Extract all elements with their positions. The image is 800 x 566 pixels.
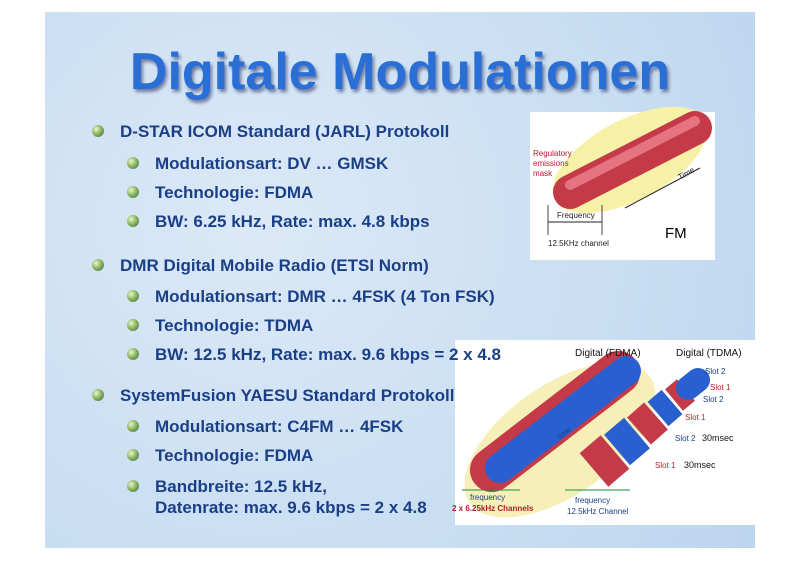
duration-label: 30msec — [702, 433, 734, 443]
tdma-label: Digital (TDMA) — [676, 348, 742, 359]
tdma-slot — [604, 417, 650, 466]
bullet-icon — [127, 420, 139, 432]
bullet-icon — [127, 480, 139, 492]
freq-label: frequency — [575, 496, 610, 505]
bullet-icon — [127, 186, 139, 198]
channel-label: 12.5kHz Channel — [567, 507, 629, 516]
channel-label: 2 x 6.25kHz Channels — [452, 504, 534, 513]
section-item: Technologie: FDMA — [155, 183, 314, 202]
tdma-slot — [579, 435, 630, 487]
fm-tube — [553, 111, 712, 209]
time-arrow — [624, 167, 701, 209]
bullet-icon — [92, 125, 104, 137]
slot-label: Slot 2 — [705, 367, 726, 376]
bullet-icon — [92, 389, 104, 401]
fm-caption: FM — [665, 225, 687, 242]
tdma-slot — [647, 389, 683, 427]
section-item: BW: 6.25 kHz, Rate: max. 4.8 kbps — [155, 212, 430, 231]
tdma-slot — [627, 402, 668, 445]
fdma-label: Digital (FDMA) — [575, 348, 641, 359]
section-item: Modulationsart: DMR … 4FSK (4 Ton FSK) — [155, 287, 495, 306]
section-item: Modulationsart: C4FM … 4FSK — [155, 417, 404, 436]
slot-label: Slot 1 — [655, 461, 676, 470]
mask-label: mask — [533, 169, 553, 178]
bullet-icon — [127, 215, 139, 227]
slide-title: Digitale Modulationen — [129, 43, 671, 101]
mask-label: emissions — [533, 159, 569, 168]
slot-label: Slot 1 — [710, 383, 731, 392]
section-item: Modulationsart: DV … GMSK — [155, 154, 389, 173]
mask-label: Regulatory — [533, 149, 572, 158]
tdma-slot — [676, 368, 710, 400]
freq-label: frequency — [470, 493, 505, 502]
slot-label: Slot 2 — [703, 395, 724, 404]
slot-label: Slot 2 — [675, 434, 696, 443]
bullet-icon — [127, 319, 139, 331]
section-heading: DMR Digital Mobile Radio (ETSI Norm) — [120, 256, 429, 275]
channel-label: 12.5KHz channel — [548, 239, 609, 248]
slot-label: Slot 1 — [685, 413, 706, 422]
bullet-icon — [127, 290, 139, 302]
freq-label: Frequency — [557, 211, 595, 220]
duration-label: 30msec — [684, 460, 716, 470]
section-item: Bandbreite: 12.5 kHz, Datenrate: max. 9.… — [155, 477, 427, 517]
section-heading: SystemFusion YAESU Standard Protokoll — [120, 386, 455, 405]
section-item: Technologie: TDMA — [155, 316, 314, 335]
section-item: BW: 12.5 kHz, Rate: max. 9.6 kbps = 2 x … — [155, 345, 501, 364]
digital-figure: Digital (FDMA) Digital (TDMA) Slot 2 Slo… — [452, 340, 767, 525]
fdma-tube — [485, 356, 641, 483]
slide: Digitale Modulationen — [45, 12, 755, 548]
bullet-icon — [92, 259, 104, 271]
bullet-icon — [127, 449, 139, 461]
bullet-icon — [127, 157, 139, 169]
bullet-icon — [127, 348, 139, 360]
section-heading: D-STAR ICOM Standard (JARL) Protokoll — [120, 122, 450, 141]
section-item: Technologie: FDMA — [155, 446, 314, 465]
fm-tube-highlight — [565, 116, 700, 190]
fm-figure: Regulatory emissions mask Time Frequency… — [530, 106, 715, 260]
